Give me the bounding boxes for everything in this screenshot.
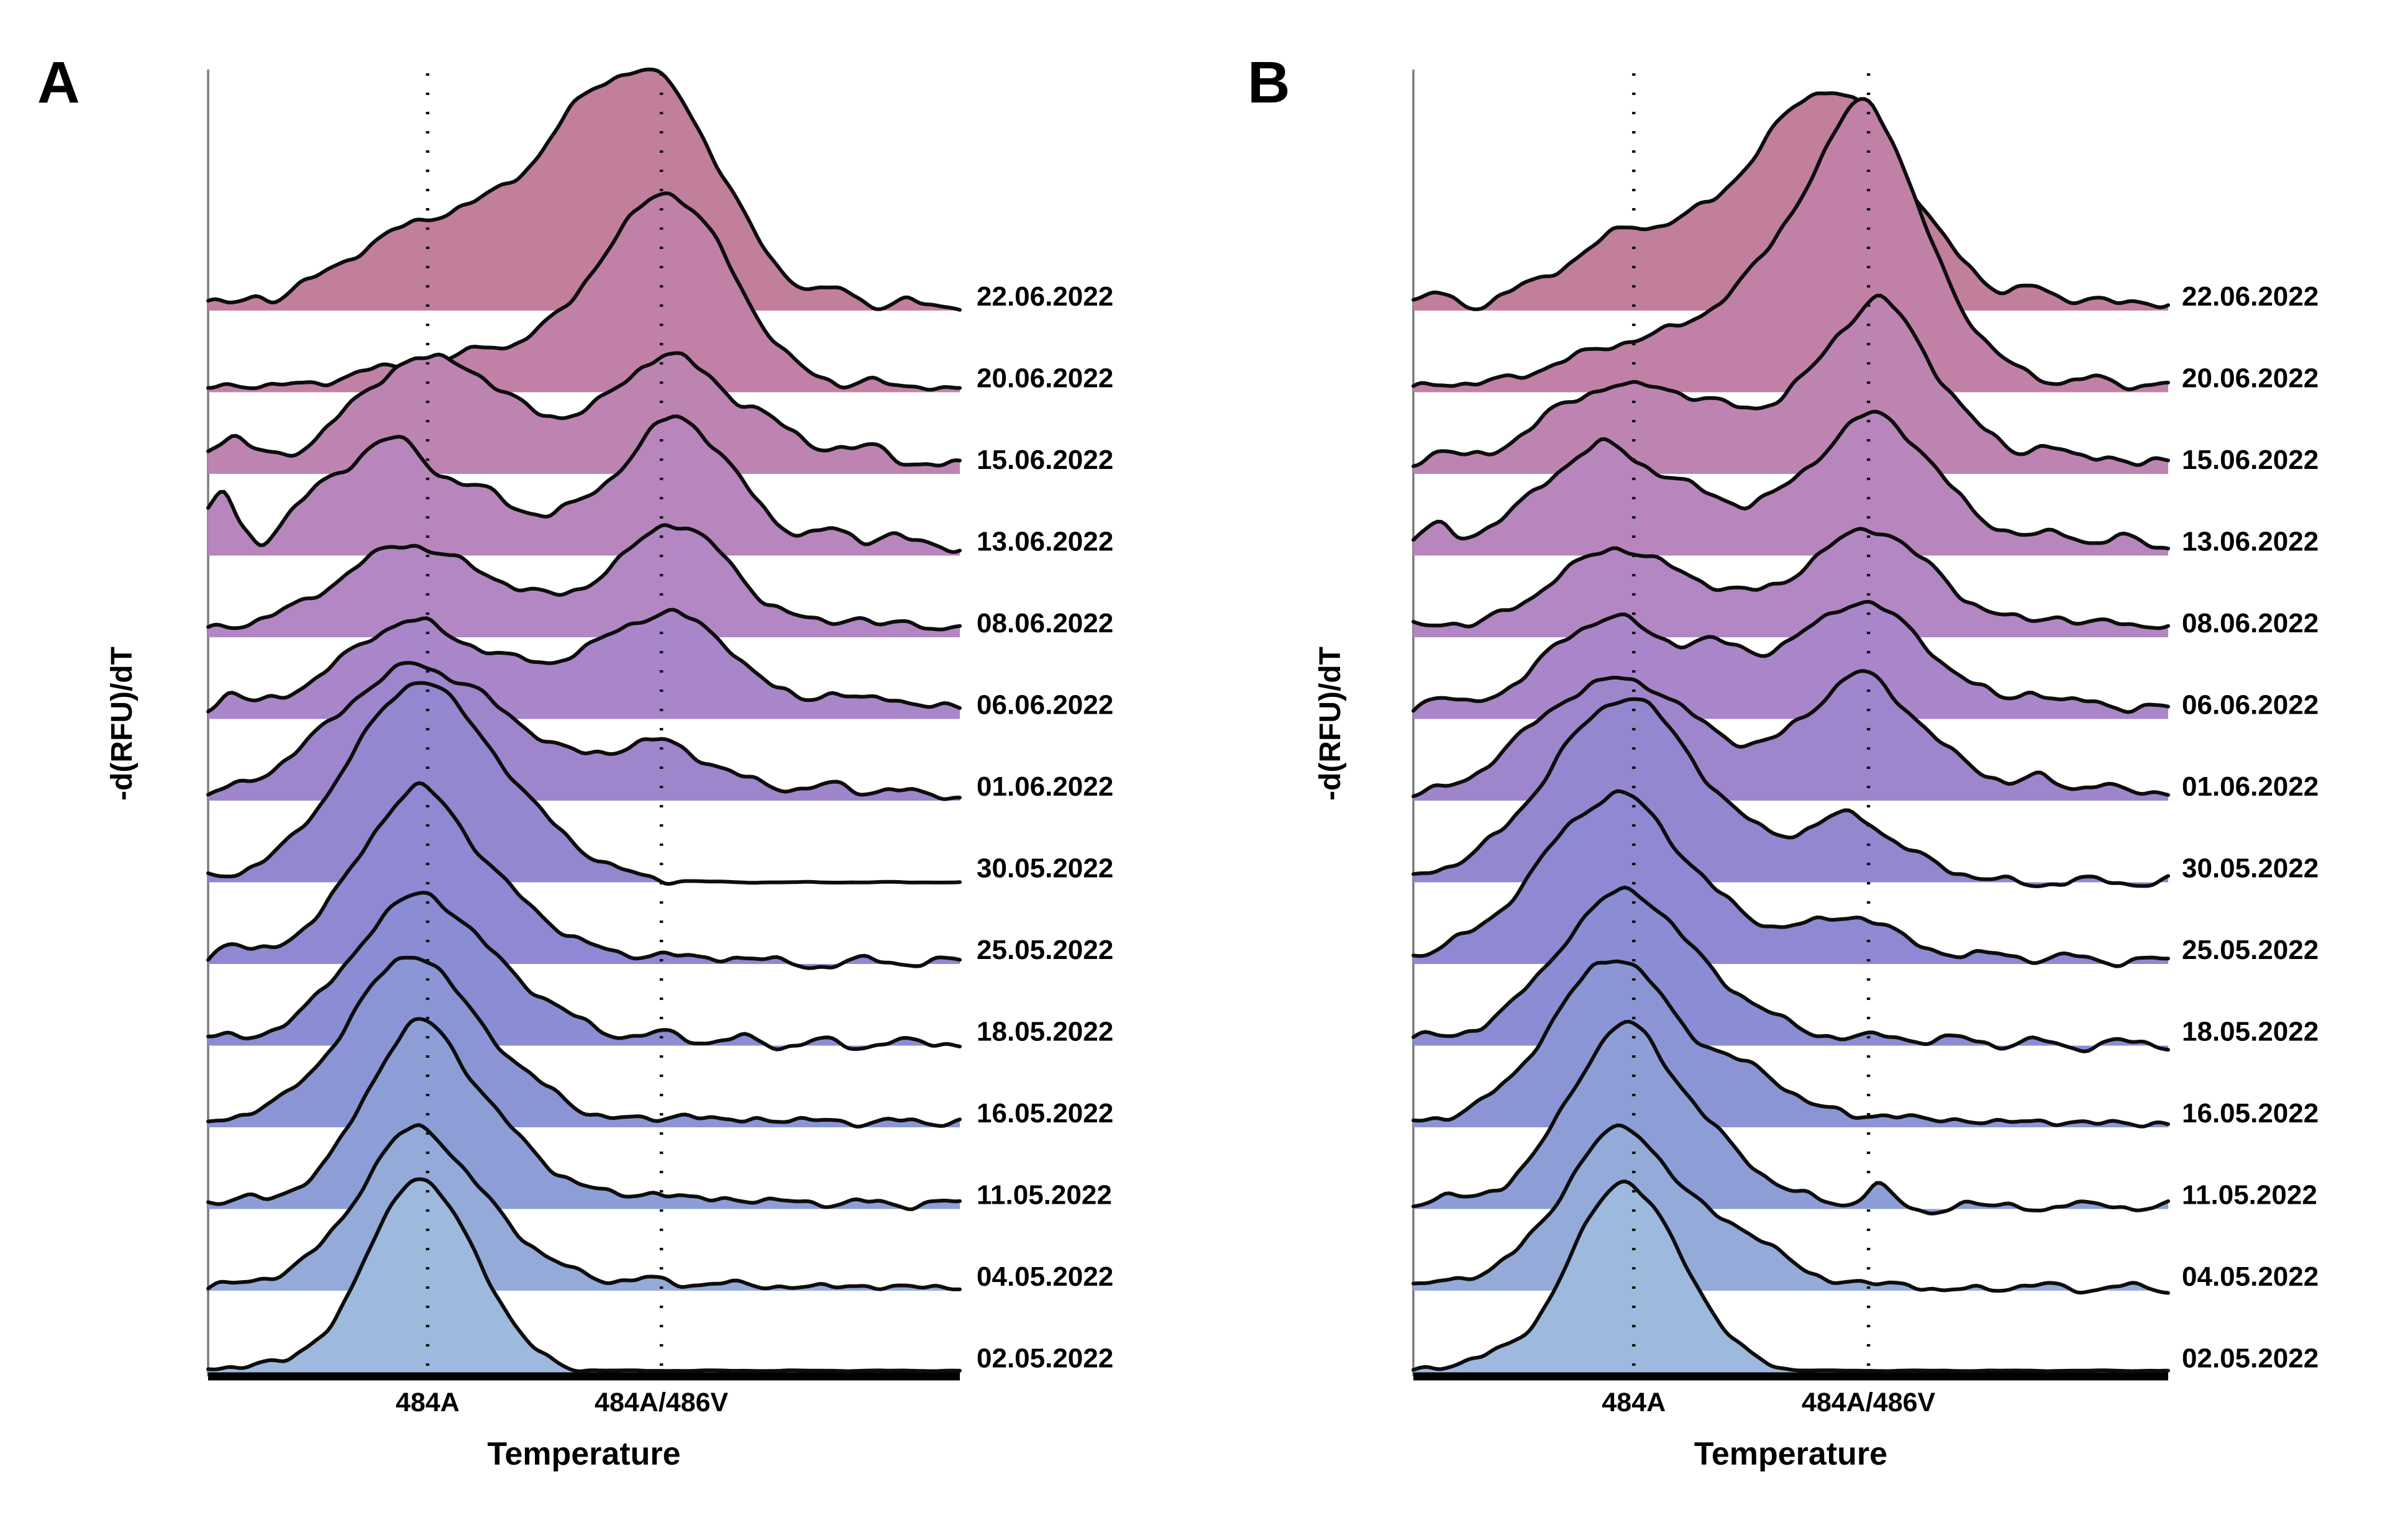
ridge-fill-B-08.06.2022	[1413, 529, 2168, 637]
ridge-curve-A-02.05.2022	[206, 1177, 962, 1373]
ridge-curve-B-25.05.2022	[1412, 789, 2170, 968]
date-label-B-11.05.2022: 11.05.2022	[2182, 1180, 2317, 1211]
ridge-curve-B-11.05.2022	[1412, 1019, 2170, 1216]
date-label-A-16.05.2022: 16.05.2022	[977, 1098, 1113, 1129]
date-label-B-01.06.2022: 01.06.2022	[2182, 771, 2319, 802]
xtick-label-B-2: 484A/486V	[1802, 1388, 1935, 1417]
ridge-curve-B-22.06.2022	[1412, 91, 2170, 311]
x-axis-title-B: Temperature	[1694, 1436, 1887, 1472]
date-label-A-15.06.2022: 15.06.2022	[977, 445, 1113, 475]
date-label-A-06.06.2022: 06.06.2022	[977, 690, 1113, 720]
date-label-A-30.05.2022: 30.05.2022	[977, 853, 1113, 884]
date-label-B-02.05.2022: 02.05.2022	[2182, 1343, 2319, 1374]
date-label-B-18.05.2022: 18.05.2022	[2182, 1017, 2319, 1047]
date-label-B-06.06.2022: 06.06.2022	[2182, 690, 2319, 720]
date-label-A-02.05.2022: 02.05.2022	[977, 1343, 1113, 1374]
date-label-B-04.05.2022: 04.05.2022	[2182, 1261, 2319, 1292]
xtick-label-A-1: 484A	[396, 1388, 460, 1417]
date-label-A-22.06.2022: 22.06.2022	[977, 281, 1113, 312]
ridge-fill-B-04.05.2022	[1413, 1125, 2168, 1293]
y-axis-title-B: -d(RFU)/dT	[1314, 647, 1347, 801]
date-label-A-04.05.2022: 04.05.2022	[977, 1261, 1113, 1292]
ridge-fill-A-22.06.2022	[208, 69, 960, 311]
ridge-curve-B-18.05.2022	[1412, 885, 2170, 1053]
ridge-curve-B-20.06.2022	[1412, 97, 2170, 391]
date-label-B-13.06.2022: 13.06.2022	[2182, 527, 2319, 557]
ridge-curve-A-13.06.2022	[206, 414, 962, 554]
date-label-B-25.05.2022: 25.05.2022	[2182, 935, 2319, 965]
xtick-label-B-1: 484A	[1602, 1388, 1666, 1417]
date-label-A-25.05.2022: 25.05.2022	[977, 935, 1113, 965]
ridge-curve-B-30.05.2022	[1412, 697, 2170, 888]
ridge-curve-A-11.05.2022	[206, 1017, 962, 1211]
ridge-curve-B-15.06.2022	[1412, 293, 2170, 468]
ridge-curve-B-16.05.2022	[1412, 959, 2170, 1129]
ridge-fill-A-08.06.2022	[208, 525, 960, 637]
ridge-fill-B-22.06.2022	[1413, 93, 2168, 311]
ridge-fill-B-20.06.2022	[1413, 99, 2168, 393]
date-label-B-16.05.2022: 16.05.2022	[2182, 1098, 2319, 1129]
ridge-curve-A-04.05.2022	[206, 1123, 962, 1291]
date-label-A-08.06.2022: 08.06.2022	[977, 608, 1113, 639]
date-label-A-11.05.2022: 11.05.2022	[977, 1180, 1112, 1211]
ridge-curve-A-22.06.2022	[206, 67, 962, 312]
xtick-label-A-2: 484A/486V	[595, 1388, 728, 1417]
date-label-B-22.06.2022: 22.06.2022	[2182, 281, 2319, 312]
y-axis-title-A: -d(RFU)/dT	[106, 647, 139, 801]
ridge-curve-A-18.05.2022	[206, 891, 962, 1052]
ridge-curve-A-15.06.2022	[206, 351, 962, 468]
ridge-curve-B-01.06.2022	[1412, 669, 2170, 799]
ridge-curve-A-30.05.2022	[206, 681, 962, 886]
ridge-fill-B-15.06.2022	[1413, 295, 2168, 474]
ridge-curve-B-08.06.2022	[1412, 527, 2170, 630]
date-label-B-15.06.2022: 15.06.2022	[2182, 445, 2319, 475]
ridge-curve-B-13.06.2022	[1412, 409, 2170, 551]
date-label-B-20.06.2022: 20.06.2022	[2182, 363, 2319, 394]
panel-letter-B: B	[1247, 50, 1290, 116]
ridge-curve-A-25.05.2022	[206, 781, 962, 970]
date-label-B-08.06.2022: 08.06.2022	[2182, 608, 2319, 639]
ridge-curve-A-08.06.2022	[206, 523, 962, 632]
ridge-fill-A-02.05.2022	[208, 1179, 960, 1373]
ridge-curve-B-04.05.2022	[1412, 1123, 2170, 1295]
date-label-A-01.06.2022: 01.06.2022	[977, 771, 1113, 802]
ridge-curve-B-02.05.2022	[1412, 1179, 2170, 1373]
ridge-curve-A-06.06.2022	[206, 607, 962, 714]
ridge-fill-B-02.05.2022	[1413, 1181, 2168, 1373]
date-label-B-30.05.2022: 30.05.2022	[2182, 853, 2319, 884]
x-axis-title-A: Temperature	[487, 1436, 680, 1472]
date-label-A-18.05.2022: 18.05.2022	[977, 1017, 1113, 1047]
panel-letter-A: A	[37, 50, 80, 116]
ridge-curve-B-06.06.2022	[1412, 599, 2170, 714]
date-label-A-20.06.2022: 20.06.2022	[977, 363, 1113, 394]
ridge-curve-A-01.06.2022	[206, 661, 962, 801]
date-label-A-13.06.2022: 13.06.2022	[977, 527, 1113, 557]
ridge-curve-A-16.05.2022	[206, 955, 962, 1129]
ridge-curve-A-20.06.2022	[206, 191, 962, 392]
